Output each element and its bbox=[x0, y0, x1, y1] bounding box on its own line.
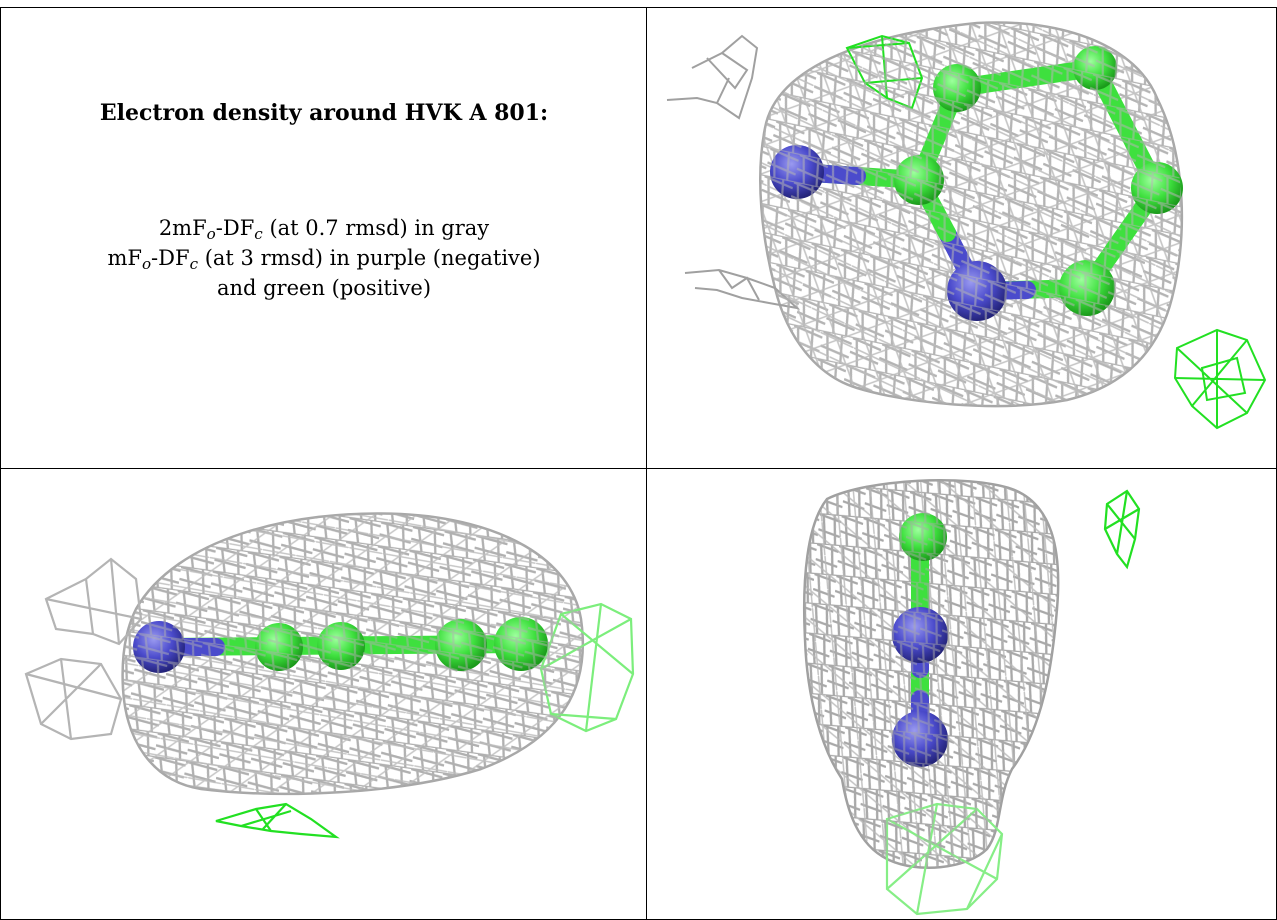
table-border-left bbox=[0, 7, 1, 920]
gray-mesh-fragment bbox=[24, 557, 143, 741]
density-image-side bbox=[24, 512, 635, 839]
caption-title: Electron density around HVK A 801: bbox=[99, 100, 549, 126]
density-image-end bbox=[802, 479, 1141, 916]
density-panel-top-view bbox=[647, 8, 1276, 468]
caption-line-green: and green (positive) bbox=[216, 276, 432, 300]
caption-cell: Electron density around HVK A 801: 2mFo-… bbox=[1, 8, 646, 468]
density-panel-end-view bbox=[647, 469, 1276, 919]
table-border-middle bbox=[0, 468, 1277, 469]
table-border-top bbox=[0, 7, 1277, 8]
caption-line-mfo: mFo-DFc (at 3 rmsd) in purple (negative) bbox=[107, 246, 541, 273]
density-panel-side-view bbox=[1, 469, 646, 919]
caption-line-2mfo: 2mFo-DFc (at 0.7 rmsd) in gray bbox=[158, 216, 490, 243]
density-image-top bbox=[666, 21, 1267, 430]
green-positive-mesh bbox=[215, 802, 340, 839]
green-positive-mesh bbox=[1103, 489, 1141, 570]
table-border-center bbox=[646, 7, 647, 920]
